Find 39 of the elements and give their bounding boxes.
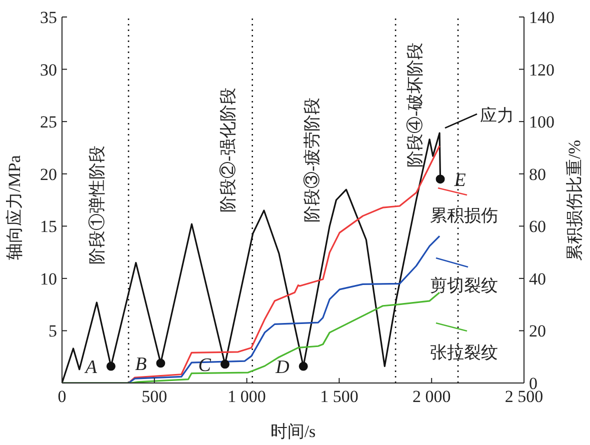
annotation: B (135, 354, 148, 375)
y-tick-label: 20 (40, 164, 57, 184)
legend-label: 剪切裂纹 (430, 275, 498, 297)
annotation: E (453, 170, 466, 191)
text: 应力 (480, 105, 514, 127)
point (436, 174, 445, 184)
x-tick-label: 1 500 (320, 387, 358, 406)
y-tick-label: 25 (40, 112, 57, 132)
y-tick-label: 5 (48, 322, 57, 341)
y2-tick-label: 80 (529, 164, 546, 184)
point (220, 360, 230, 369)
y2-tick-label: 140 (529, 8, 554, 28)
x-axis-title: 时间/s (270, 422, 316, 441)
annotation: D (274, 357, 290, 378)
y2-tick-label: 20 (529, 322, 546, 341)
y2-tick-label: 100 (529, 112, 554, 132)
legend-label: 累积损伤 (430, 205, 498, 227)
y-tick-label: 30 (40, 60, 57, 80)
annotation: A (83, 357, 98, 378)
x-tick-label: 0 (58, 387, 66, 406)
y2-tick-label: 60 (529, 217, 546, 236)
y-tick-label: 10 (40, 269, 57, 288)
annotation: 阶段②-强化阶段 (218, 88, 238, 212)
y-axis-title: 轴向应力/MPa (5, 154, 24, 260)
y2-axis-title: 累积损伤比重/% (565, 140, 584, 261)
annotation: 阶段④-破坏阶段 (404, 42, 426, 168)
y-tick-label: 15 (40, 217, 57, 236)
annotation: 阶段③-疲劳阶段 (302, 98, 322, 222)
point (156, 358, 166, 368)
x-tick-label: 500 (142, 387, 168, 406)
x-tick-label: 1 000 (228, 387, 266, 406)
y-tick-label: 35 (40, 8, 57, 28)
point (298, 362, 308, 371)
annotation: 阶段①弹性阶段 (86, 146, 108, 264)
y2-tick-label: 120 (529, 60, 554, 80)
y2-tick-label: 40 (529, 269, 546, 288)
x-tick-label: 2 000 (412, 387, 451, 406)
point (106, 362, 116, 371)
legend-label: 张拉裂纹 (430, 342, 498, 364)
